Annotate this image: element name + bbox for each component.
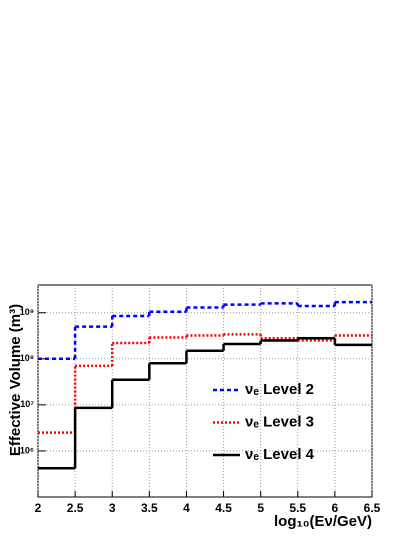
x-tick-label: 6 [332, 501, 339, 515]
x-tick-label: 4.5 [215, 501, 232, 515]
x-axis-title: log₁₀(Eν/GeV) [274, 513, 372, 530]
x-tick-label: 5.5 [289, 501, 306, 515]
y-tick-label: 10⁹ [20, 307, 34, 317]
x-tick-label: 3 [109, 501, 116, 515]
plot-frame [37, 284, 373, 498]
legend-label: νₑ Level 3 [245, 413, 314, 430]
x-tick-label: 3.5 [141, 501, 158, 515]
legend-label: νₑ Level 4 [245, 446, 315, 463]
y-tick-label: 10⁶ [20, 445, 34, 455]
x-tick-label: 2.5 [67, 501, 84, 515]
y-axis-title: Effective Volume (m³) [7, 304, 24, 456]
x-tick-label: 6.5 [364, 501, 381, 515]
legend-label: νₑ Level 2 [245, 381, 314, 398]
y-tick-label: 10⁷ [20, 399, 34, 409]
x-tick-label: 5 [257, 501, 264, 515]
y-tick-label: 10⁸ [20, 353, 34, 363]
x-tick-label: 2 [35, 501, 42, 515]
x-tick-label: 4 [183, 501, 190, 515]
